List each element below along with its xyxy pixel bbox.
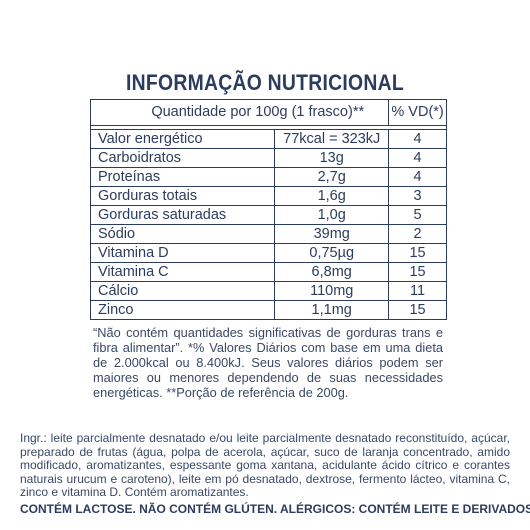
nutrient-amount: 1,1mg xyxy=(274,300,390,320)
table-row: Valor energético 77kcal = 323kJ 4 xyxy=(89,129,447,149)
nutrient-amount: 1,0g xyxy=(274,205,390,225)
nutrient-vd: 4 xyxy=(388,167,447,187)
nutrient-name: Zinco xyxy=(89,300,276,320)
nutrient-name: Valor energético xyxy=(89,129,276,149)
table-row: Zinco 1,1mg 15 xyxy=(89,300,447,320)
header-vd: % VD(*) xyxy=(388,99,447,126)
nutrition-table: Quantidade por 100g (1 frasco)** % VD(*)… xyxy=(89,99,447,320)
nutrient-amount: 77kcal = 323kJ xyxy=(274,129,390,149)
nutrient-name: Sódio xyxy=(89,224,276,244)
nutrient-name: Proteínas xyxy=(89,167,276,187)
nutrient-name: Cálcio xyxy=(89,281,276,301)
table-row: Vitamina D 0,75µg 15 xyxy=(89,243,447,263)
nutrient-vd: 11 xyxy=(388,281,447,301)
table-row: Sódio 39mg 2 xyxy=(89,224,447,244)
nutrient-amount: 0,75µg xyxy=(274,243,390,263)
nutrient-vd: 15 xyxy=(388,243,447,263)
nutrient-name: Gorduras saturadas xyxy=(89,205,276,225)
nutrition-footnote: “Não contém quantidades significativas d… xyxy=(93,325,443,400)
nutrient-name: Carboidratos xyxy=(89,148,276,168)
table-row: Gorduras saturadas 1,0g 5 xyxy=(89,205,447,225)
table-row: Proteínas 2,7g 4 xyxy=(89,167,447,187)
nutrient-name: Gorduras totais xyxy=(89,186,276,206)
ingredients-text: Ingr.: leite parcialmente desnatado e/ou… xyxy=(20,431,510,499)
allergen-warning: CONTÉM LACTOSE. NÃO CONTÉM GLÚTEN. ALÉRG… xyxy=(20,502,530,516)
nutrient-vd: 5 xyxy=(388,205,447,225)
nutrition-title: INFORMAÇÃO NUTRICIONAL xyxy=(126,70,404,95)
nutrient-amount: 39mg xyxy=(274,224,390,244)
nutrient-vd: 4 xyxy=(388,129,447,149)
nutrient-vd: 4 xyxy=(388,148,447,168)
nutrient-vd: 15 xyxy=(388,300,447,320)
nutrient-amount: 110mg xyxy=(274,281,390,301)
table-row: Vitamina C 6,8mg 15 xyxy=(89,262,447,282)
table-row: Gorduras totais 1,6g 3 xyxy=(89,186,447,206)
header-quantity: Quantidade por 100g (1 frasco)** xyxy=(89,99,390,126)
table-row: Carboidratos 13g 4 xyxy=(89,148,447,168)
table-header-row: Quantidade por 100g (1 frasco)** % VD(*) xyxy=(89,99,447,126)
nutrient-vd: 3 xyxy=(388,186,447,206)
nutrient-amount: 2,7g xyxy=(274,167,390,187)
nutrient-name: Vitamina C xyxy=(89,262,276,282)
nutrient-vd: 2 xyxy=(388,224,447,244)
nutrient-amount: 1,6g xyxy=(274,186,390,206)
nutrient-name: Vitamina D xyxy=(89,243,276,263)
table-row: Cálcio 110mg 11 xyxy=(89,281,447,301)
nutrient-amount: 13g xyxy=(274,148,390,168)
nutrient-vd: 15 xyxy=(388,262,447,282)
nutrient-amount: 6,8mg xyxy=(274,262,390,282)
